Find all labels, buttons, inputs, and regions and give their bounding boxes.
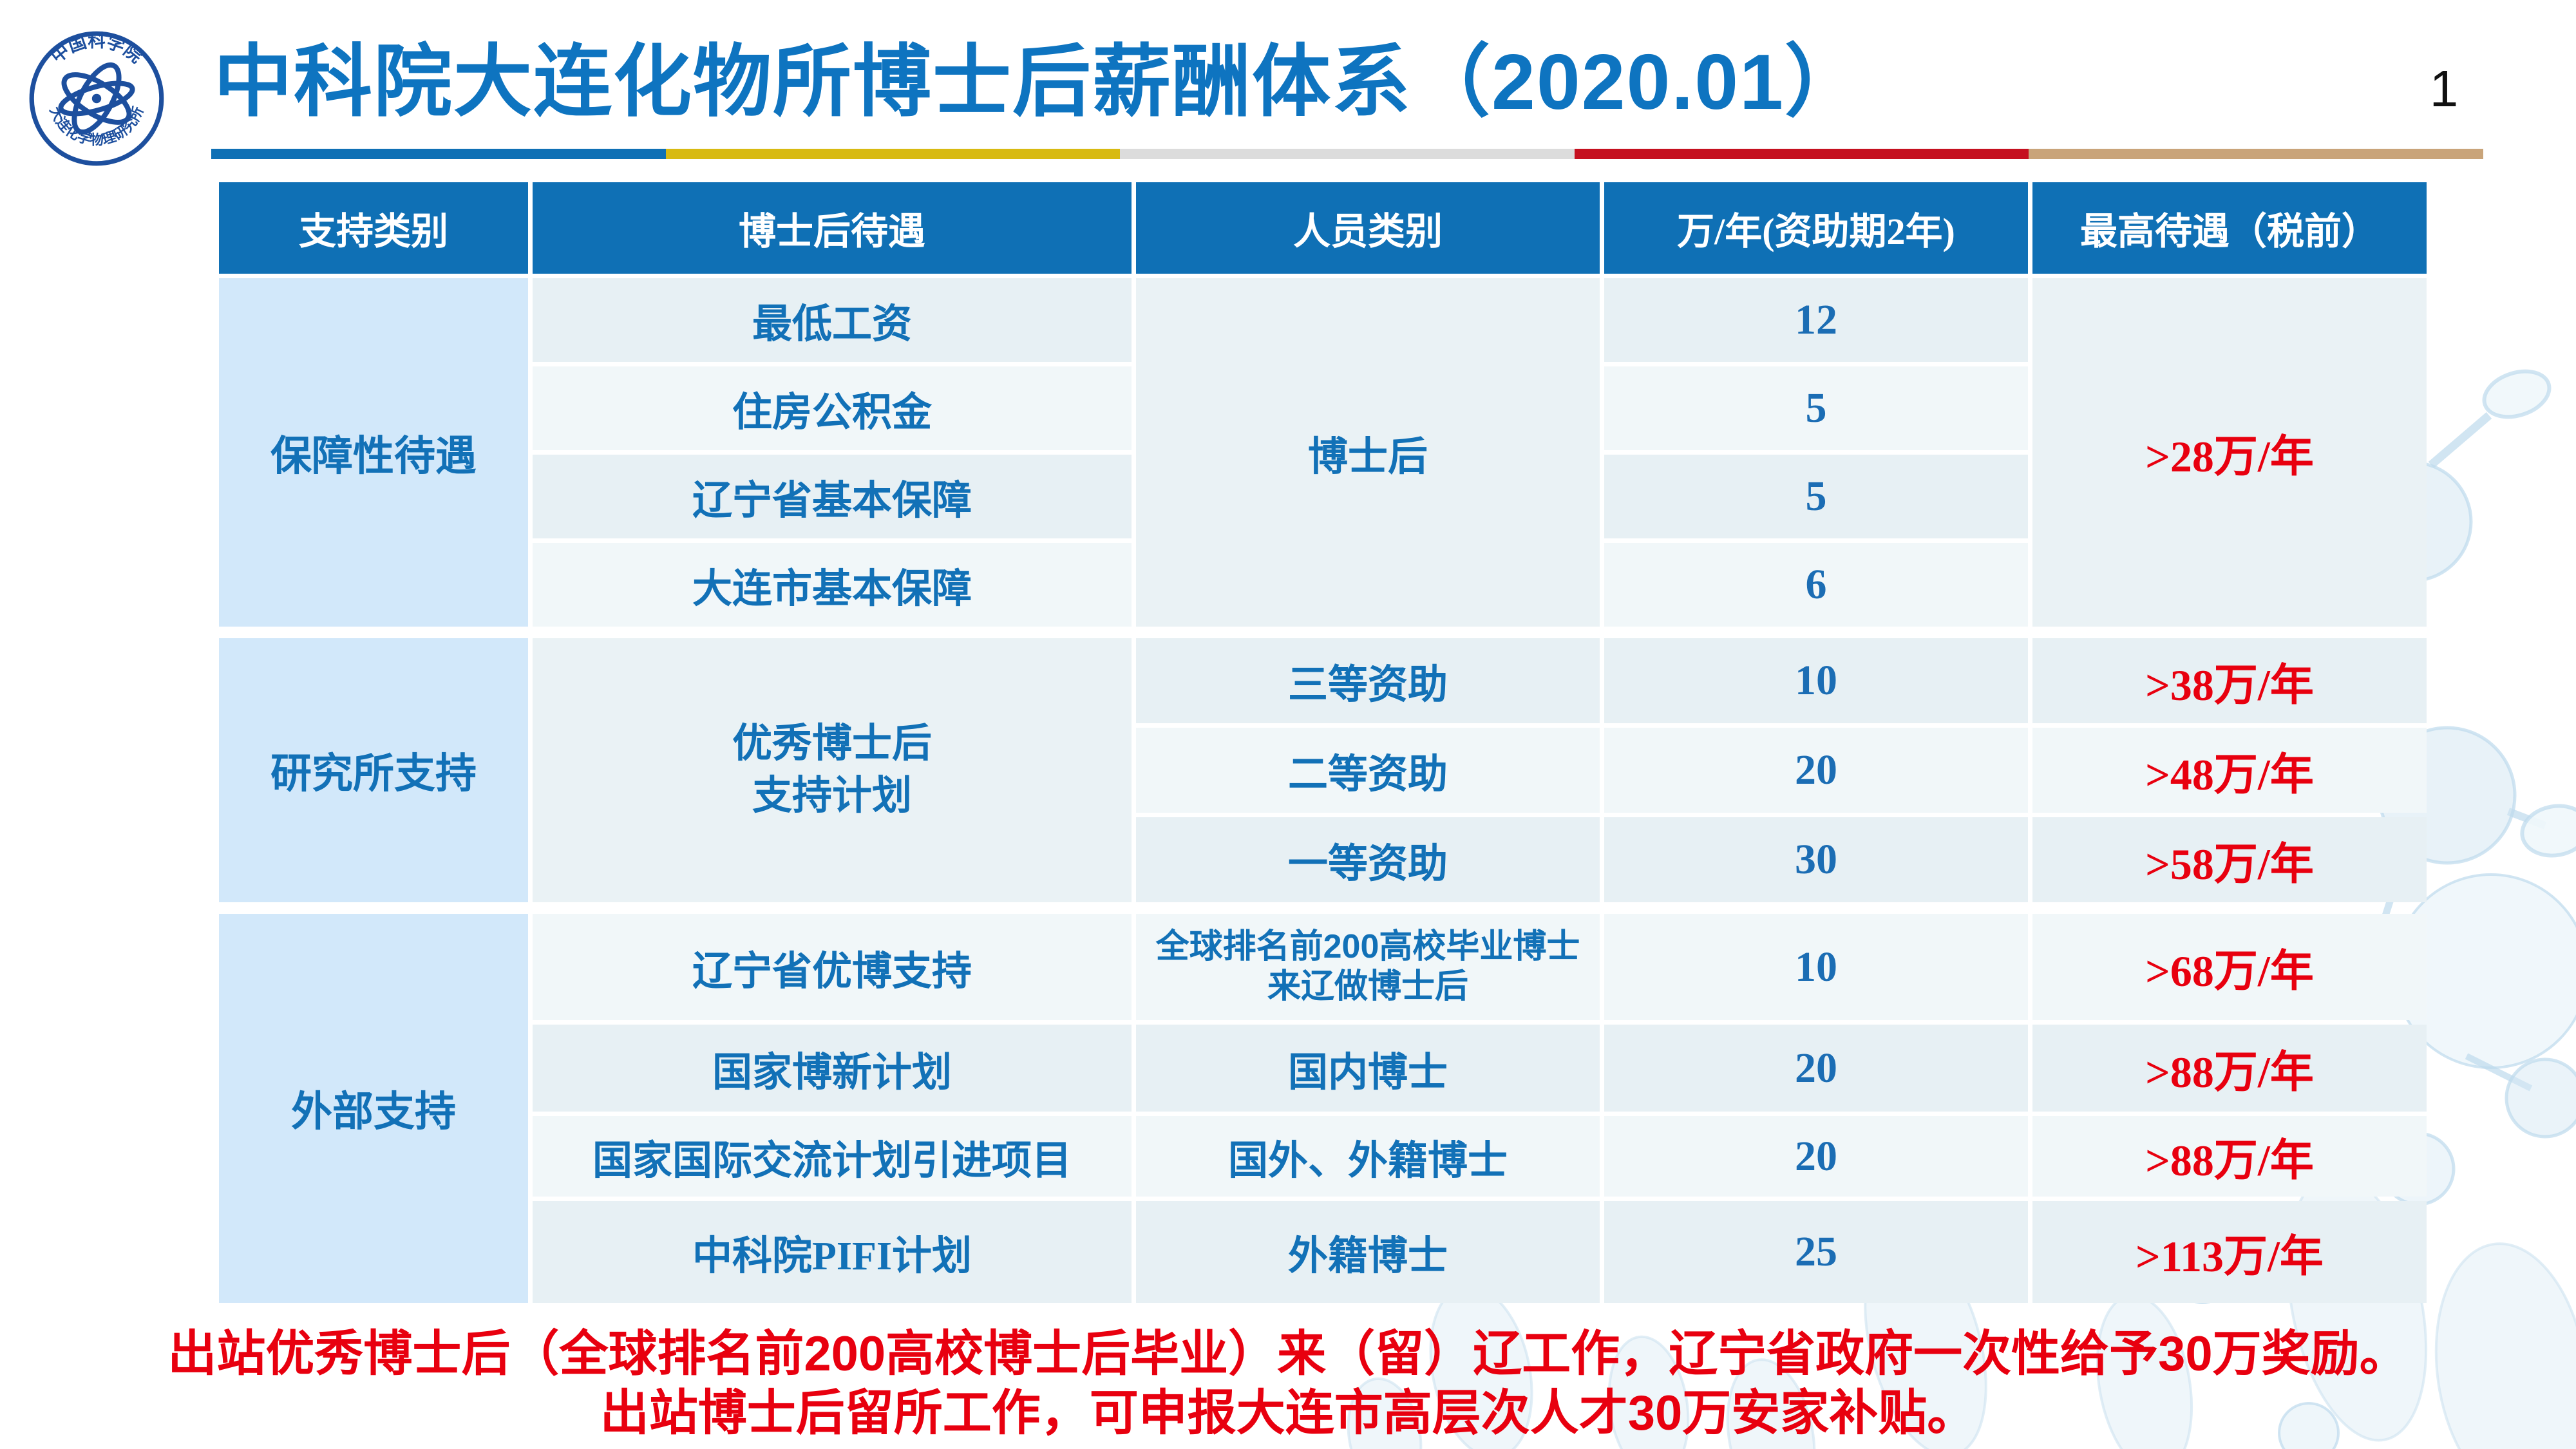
program-liaoning-youbo: 辽宁省优博支持 [533, 914, 1132, 1020]
tier-third-class: 三等资助 [1136, 638, 1600, 723]
col-header-support-category: 支持类别 [219, 182, 528, 274]
page-number: 1 [2429, 60, 2459, 117]
program-cas-pifi: 中科院PIFI计划 [533, 1201, 1132, 1303]
col-header-personnel-category: 人员类别 [1136, 182, 1600, 274]
max-treatment-cell: >68万/年 [2032, 914, 2427, 1020]
max-treatment-cell: >88万/年 [2032, 1025, 2427, 1112]
personnel-domestic-phd: 国内博士 [1136, 1025, 1600, 1112]
program-national-boxin: 国家博新计划 [533, 1025, 1132, 1112]
personnel-foreign-phd: 国外、外籍博士 [1136, 1116, 1600, 1197]
col-header-amount-per-year: 万/年(资助期2年) [1604, 182, 2028, 274]
page-title: 中科院大连化物所博士后薪酬体系（2020.01） [214, 38, 1864, 126]
personnel-top200-graduates: 全球排名前200高校毕业博士来辽做博士后 [1136, 914, 1600, 1020]
amount-cell: 6 [1604, 543, 2028, 627]
personnel-postdoc: 博士后 [1136, 278, 1600, 627]
treatment-dalian-basic: 大连市基本保障 [533, 543, 1132, 627]
max-treatment-cell: >88万/年 [2032, 1116, 2427, 1197]
max-treatment-cell: >28万/年 [2032, 278, 2427, 627]
underline-segment-red [1574, 149, 2029, 159]
amount-cell: 10 [1604, 914, 2028, 1020]
treatment-min-wage: 最低工资 [533, 278, 1132, 362]
max-treatment-cell: >48万/年 [2032, 728, 2427, 813]
institute-logo: 中国科学院 大连化学物理研究所 [29, 31, 164, 166]
title-underline-bar [211, 149, 2483, 159]
underline-segment-gold [665, 149, 1121, 159]
treatment-excellent-postdoc-plan: 优秀博士后 支持计划 [533, 638, 1132, 902]
treatment-housing-fund: 住房公积金 [533, 366, 1132, 450]
max-treatment-cell: >38万/年 [2032, 638, 2427, 723]
group-category-external: 外部支持 [219, 914, 528, 1303]
underline-segment-blue [211, 149, 666, 159]
amount-cell: 20 [1604, 728, 2028, 813]
amount-cell: 10 [1604, 638, 2028, 723]
tier-second-class: 二等资助 [1136, 728, 1600, 813]
col-header-postdoc-treatment: 博士后待遇 [533, 182, 1132, 274]
tier-first-class: 一等资助 [1136, 817, 1600, 902]
footnote-line2: 出站博士后留所工作，可申报大连市高层次人才30万安家补贴。 [600, 1386, 1976, 1441]
treatment-liaoning-basic: 辽宁省基本保障 [533, 455, 1132, 538]
amount-cell: 12 [1604, 278, 2028, 362]
amount-cell: 20 [1604, 1116, 2028, 1197]
atom-icon [58, 62, 135, 135]
amount-cell: 30 [1604, 817, 2028, 902]
amount-cell: 20 [1604, 1025, 2028, 1112]
group-category-institute: 研究所支持 [219, 638, 528, 902]
salary-table: 支持类别 博士后待遇 人员类别 万/年(资助期2年) 最高待遇（税前） 保障性待… [219, 182, 2427, 1303]
group-category-guaranteed: 保障性待遇 [219, 278, 528, 627]
underline-segment-tan [2029, 149, 2483, 159]
max-treatment-cell: >113万/年 [2032, 1201, 2427, 1303]
footnote-line1: 出站优秀博士后（全球排名前200高校博士后毕业）来（留）辽工作，辽宁省政府一次性… [167, 1327, 2409, 1381]
col-header-max-treatment: 最高待遇（税前） [2032, 182, 2427, 274]
program-international-exchange: 国家国际交流计划引进项目 [533, 1116, 1132, 1197]
amount-cell: 5 [1604, 455, 2028, 538]
personnel-foreign-national-phd: 外籍博士 [1136, 1201, 1600, 1303]
underline-segment-gray [1120, 149, 1575, 159]
amount-cell: 5 [1604, 366, 2028, 450]
treatment-line1: 优秀博士后 [732, 721, 932, 766]
max-treatment-cell: >58万/年 [2032, 817, 2427, 902]
treatment-line2: 支持计划 [752, 773, 912, 818]
amount-cell: 25 [1604, 1201, 2028, 1303]
